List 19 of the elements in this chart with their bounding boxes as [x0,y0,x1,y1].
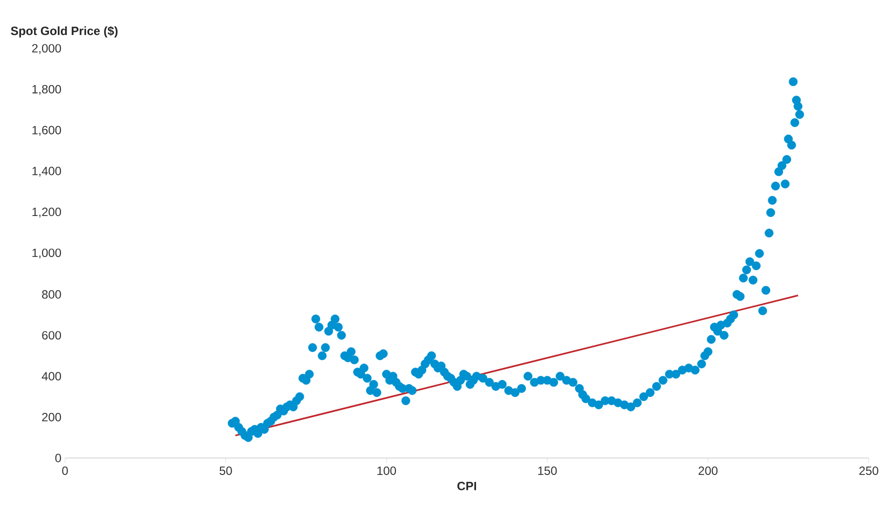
y-tick-label: 1,400 [32,166,62,177]
x-tick-label: 50 [220,466,232,475]
y-tick-label: 800 [42,290,62,299]
x-tick-label: 250 [859,466,878,475]
y-tick-label: 0 [55,454,62,462]
y-tick-label: 400 [42,372,62,380]
y-tick-label: 1,000 [32,248,62,258]
x-tick-label: 150 [538,466,557,475]
x-tick-label: 200 [698,466,718,475]
x-tick-label: 0 [62,466,68,475]
y-tick-label: 2,000 [32,44,62,54]
y-tick-label: 600 [42,331,62,340]
x-tick-label: 100 [377,466,396,475]
y-axis-title: Spot Gold Price ($) [10,26,118,38]
y-tick-label: 1,600 [32,126,62,136]
y-tick-label: 200 [42,412,62,422]
x-axis-title: CPI [457,482,476,490]
y-tick-label: 1,200 [32,208,62,218]
y-tick-label: 1,800 [32,84,62,95]
